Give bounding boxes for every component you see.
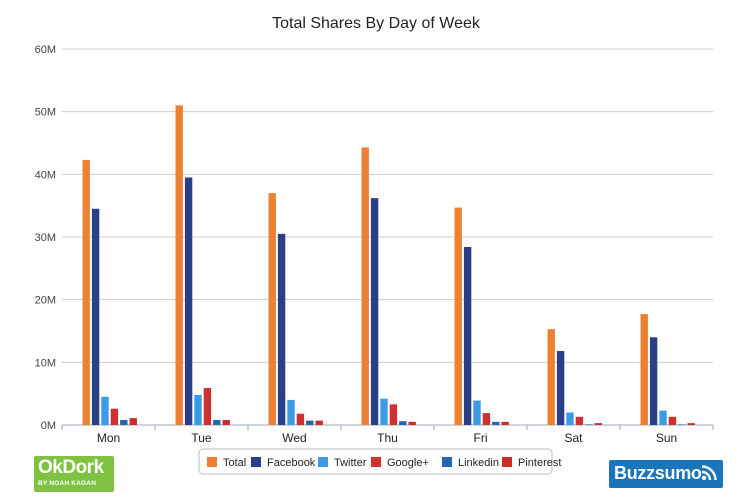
bar-twitter-fri bbox=[473, 400, 481, 425]
legend-item-twitter[interactable]: Twitter bbox=[318, 457, 367, 469]
bar-linkedin-tue bbox=[213, 419, 221, 425]
bar-twitter-sun bbox=[659, 410, 667, 425]
bar-twitter-wed bbox=[287, 399, 295, 425]
x-tick-label: Fri bbox=[474, 431, 488, 445]
okdork-logo-text: OkDork bbox=[38, 457, 104, 478]
bar-linkedin-sun bbox=[678, 424, 686, 425]
bar-pinterest-fri bbox=[501, 421, 509, 425]
legend-label: Twitter bbox=[334, 457, 367, 469]
bar-total-thu bbox=[361, 147, 369, 426]
legend-label: Pinterest bbox=[518, 457, 561, 469]
legend-label: Linkedin bbox=[458, 457, 499, 469]
bar-total-fri bbox=[454, 207, 462, 425]
bar-google-sun bbox=[668, 416, 677, 425]
y-tick-label: 30M bbox=[35, 232, 56, 244]
gridlines bbox=[61, 48, 714, 430]
bar-facebook-mon bbox=[91, 208, 100, 425]
legend-label: Facebook bbox=[267, 457, 316, 469]
bars bbox=[82, 105, 695, 426]
bar-facebook-wed bbox=[277, 233, 286, 425]
x-axis-ticks: Mon Tue Wed Thu Fri Sat Sun bbox=[97, 431, 677, 445]
x-tick-label: Sun bbox=[656, 431, 677, 445]
legend-item-linkedin[interactable]: Linkedin bbox=[442, 457, 499, 469]
y-axis-ticks: 0M 10M 20M 30M 40M 50M 60M bbox=[35, 44, 56, 432]
bar-total-wed bbox=[268, 193, 276, 425]
legend[interactable]: Total Facebook Twitter Google+ Linkedin Pinte… bbox=[198, 448, 561, 475]
buzzsumo-logo-text: Buzzsumo bbox=[614, 463, 702, 483]
x-tick-label: Thu bbox=[377, 431, 398, 445]
bar-pinterest-mon bbox=[129, 418, 137, 425]
bar-facebook-tue bbox=[184, 177, 193, 425]
bar-google-tue bbox=[203, 388, 212, 425]
legend-item-pinterest[interactable]: Pinterest bbox=[502, 457, 561, 469]
bar-twitter-thu bbox=[380, 398, 388, 425]
bar-total-sat bbox=[547, 329, 555, 425]
legend-item-total[interactable]: Total bbox=[207, 457, 246, 469]
y-tick-label: 40M bbox=[35, 169, 56, 181]
bar-facebook-sun bbox=[649, 337, 658, 425]
bar-linkedin-sat bbox=[585, 424, 593, 425]
y-tick-label: 0M bbox=[41, 420, 56, 432]
bar-twitter-mon bbox=[101, 396, 109, 425]
bar-twitter-sat bbox=[566, 412, 574, 425]
chart-title: Total Shares By Day of Week bbox=[272, 15, 481, 32]
bar-total-tue bbox=[175, 105, 183, 426]
legend-swatch bbox=[318, 457, 328, 467]
legend-swatch bbox=[251, 457, 261, 467]
bar-google-wed bbox=[296, 413, 305, 425]
bar-pinterest-wed bbox=[315, 420, 323, 425]
bar-google-fri bbox=[482, 413, 491, 425]
bar-google-sat bbox=[575, 416, 584, 425]
bar-google-mon bbox=[110, 408, 119, 425]
bar-linkedin-thu bbox=[399, 421, 407, 425]
bar-pinterest-sat bbox=[594, 423, 602, 425]
y-tick-label: 10M bbox=[35, 357, 56, 369]
bar-pinterest-sun bbox=[687, 423, 695, 425]
y-tick-label: 50M bbox=[35, 107, 56, 119]
signal-icon bbox=[701, 465, 717, 481]
bar-total-mon bbox=[82, 159, 90, 426]
x-tick-label: Wed bbox=[282, 431, 306, 445]
legend-swatch bbox=[371, 457, 381, 467]
x-tick-label: Sat bbox=[564, 431, 583, 445]
bar-pinterest-thu bbox=[408, 421, 416, 425]
okdork-logo: OkDork BY NOAH KAGAN bbox=[34, 456, 114, 492]
bar-google-thu bbox=[389, 404, 398, 425]
y-tick-label: 20M bbox=[35, 295, 56, 307]
bar-facebook-sat bbox=[556, 351, 565, 425]
legend-swatch bbox=[207, 457, 217, 467]
bar-total-sun bbox=[640, 314, 648, 425]
y-tick-label: 60M bbox=[35, 44, 56, 56]
okdork-logo-subtext: BY NOAH KAGAN bbox=[38, 480, 97, 487]
legend-label: Total bbox=[223, 457, 246, 469]
bar-linkedin-fri bbox=[492, 421, 500, 425]
bar-linkedin-mon bbox=[120, 419, 128, 425]
bar-facebook-thu bbox=[370, 198, 379, 425]
bar-twitter-tue bbox=[194, 394, 202, 425]
legend-item-facebook[interactable]: Facebook bbox=[251, 457, 316, 469]
legend-item-google[interactable]: Google+ bbox=[371, 457, 429, 469]
bar-linkedin-wed bbox=[306, 420, 314, 425]
bar-pinterest-tue bbox=[222, 419, 230, 425]
x-tick-label: Mon bbox=[97, 431, 120, 445]
legend-swatch bbox=[442, 457, 452, 467]
legend-swatch bbox=[502, 457, 512, 467]
x-tick-label: Tue bbox=[191, 431, 212, 445]
buzzsumo-logo: Buzzsumo bbox=[609, 460, 723, 488]
bar-facebook-fri bbox=[463, 247, 472, 425]
legend-label: Google+ bbox=[387, 457, 429, 469]
